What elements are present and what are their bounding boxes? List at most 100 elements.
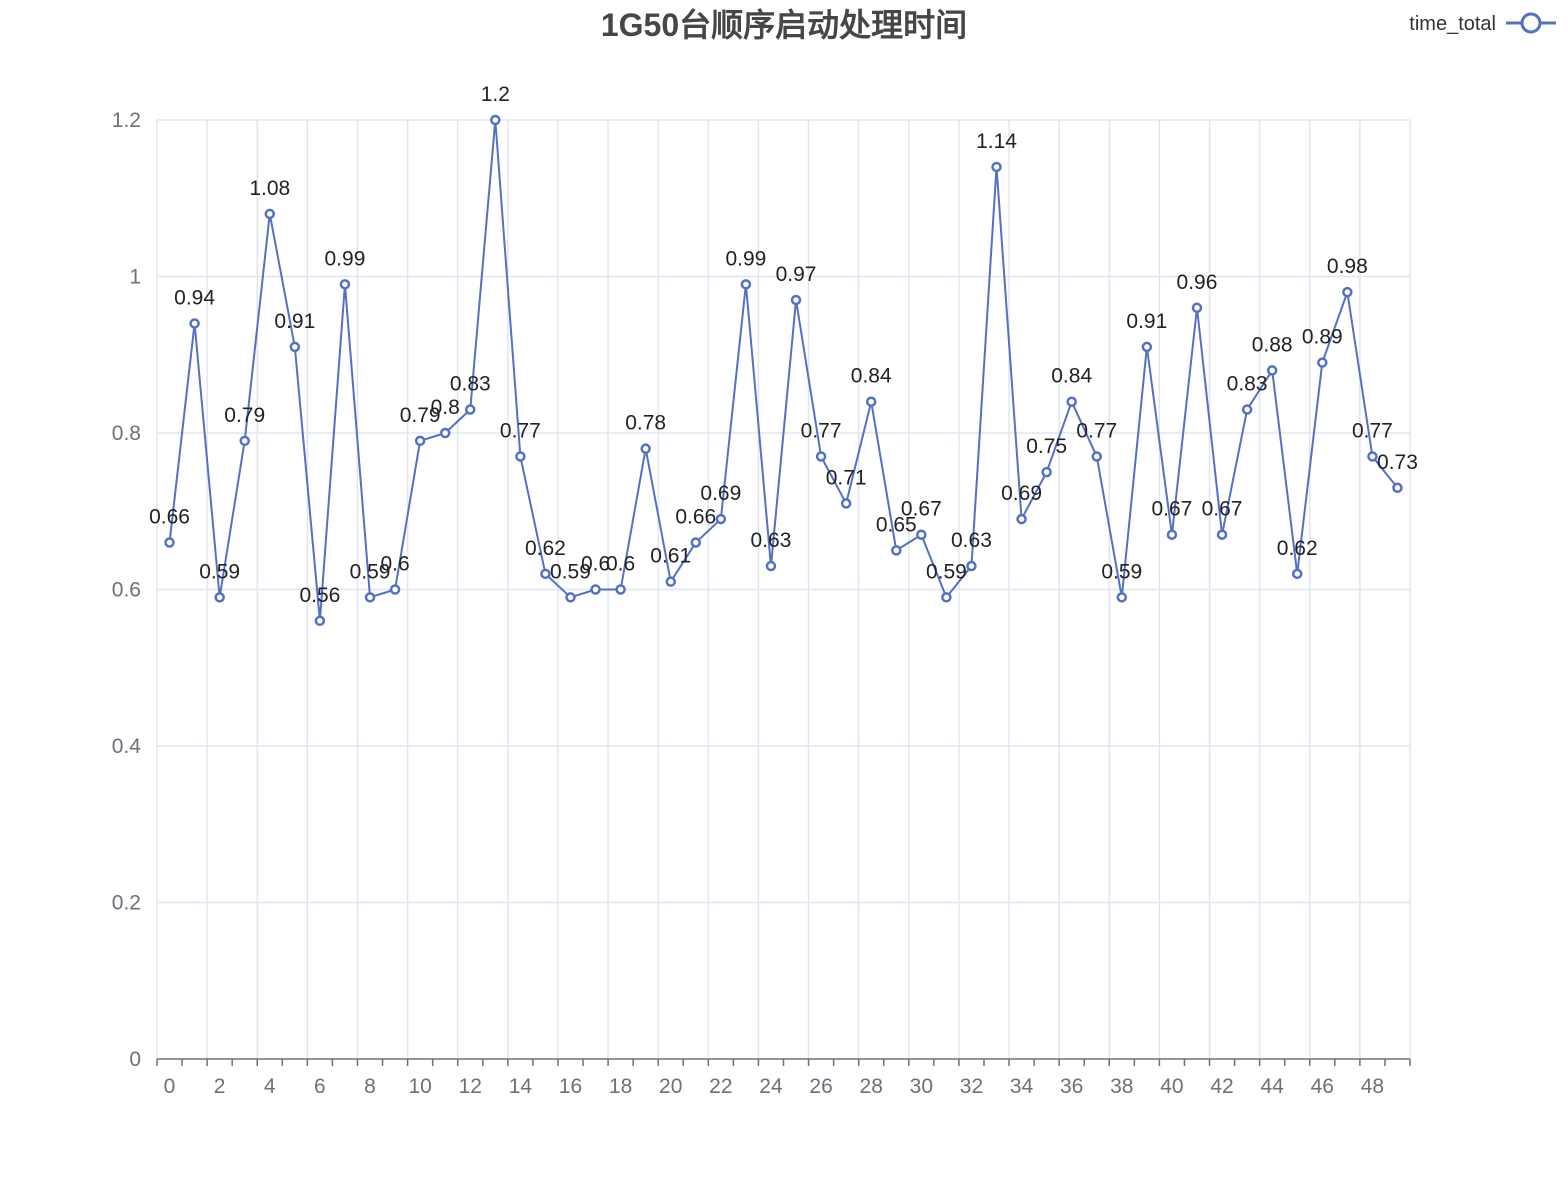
data-label: 0.71	[826, 466, 867, 489]
x-tick-label: 8	[364, 1075, 376, 1098]
data-point[interactable]	[465, 404, 476, 415]
data-label: 0.84	[851, 365, 892, 388]
data-point[interactable]	[740, 279, 752, 290]
data-label: 0.65	[876, 513, 917, 536]
data-point[interactable]	[515, 451, 526, 462]
data-point[interactable]	[1016, 513, 1027, 525]
data-point[interactable]	[1116, 592, 1128, 603]
x-tick-label: 6	[314, 1075, 326, 1098]
data-label: 0.83	[1227, 373, 1268, 396]
y-tick-label: 0.6	[112, 579, 141, 602]
data-point[interactable]	[490, 114, 501, 126]
data-point[interactable]	[690, 537, 702, 548]
data-point[interactable]	[1266, 365, 1278, 376]
data-point[interactable]	[214, 592, 225, 603]
data-point[interactable]	[1091, 451, 1102, 462]
data-point[interactable]	[1141, 341, 1153, 353]
x-tick-label: 28	[860, 1075, 883, 1098]
data-point[interactable]	[1392, 482, 1403, 494]
x-tick-label: 16	[559, 1075, 582, 1098]
data-label: 1.14	[976, 130, 1017, 153]
data-point[interactable]	[941, 592, 952, 603]
data-label: 0.89	[1302, 326, 1343, 349]
data-point[interactable]	[540, 568, 551, 580]
data-label: 0.61	[650, 545, 691, 568]
data-label: 0.75	[1026, 435, 1067, 458]
data-point[interactable]	[640, 443, 651, 454]
data-label: 0.6	[581, 553, 610, 576]
data-point[interactable]	[590, 584, 601, 595]
axes: 00.20.40.60.811.20 2 4 6 8 10 12 14 16 18 20 22 24 26…	[112, 109, 1411, 1098]
data-point[interactable]	[815, 451, 827, 462]
x-tick-label: 12	[459, 1075, 482, 1098]
y-tick-label: 1	[129, 266, 141, 289]
data-point[interactable]	[389, 584, 401, 595]
data-point[interactable]	[966, 560, 977, 572]
data-point[interactable]	[439, 427, 451, 439]
data-labels: 0.660.940.590.791.080.910.560.990.590.60…	[149, 83, 1418, 607]
data-label: 0.69	[700, 482, 741, 505]
data-label: 0.63	[951, 529, 992, 552]
data-label: 0.83	[450, 373, 491, 396]
data-label: 0.98	[1327, 255, 1368, 278]
data-label: 0.8	[431, 396, 460, 419]
data-point[interactable]	[916, 529, 927, 540]
data-point[interactable]	[1191, 302, 1203, 314]
data-label: 0.99	[725, 247, 766, 270]
data-label: 0.59	[1101, 560, 1142, 583]
legend[interactable]: time_total	[1409, 12, 1556, 35]
data-point[interactable]	[289, 341, 301, 353]
data-label: 0.59	[199, 560, 240, 583]
x-tick-label: 10	[408, 1075, 431, 1098]
data-point[interactable]	[665, 576, 676, 587]
x-tick-label: 20	[659, 1075, 682, 1098]
data-label: 0.59	[550, 560, 591, 583]
data-point[interactable]	[339, 279, 351, 290]
data-point[interactable]	[565, 592, 576, 603]
data-point[interactable]	[1041, 466, 1052, 478]
data-label: 1.08	[249, 177, 290, 200]
data-point[interactable]	[1241, 404, 1253, 415]
data-label: 0.77	[500, 419, 541, 442]
y-tick-label: 1.2	[112, 109, 141, 132]
data-label: 1.2	[481, 83, 510, 106]
x-tick-label: 2	[214, 1075, 226, 1098]
series-time-total	[164, 114, 1403, 627]
data-point[interactable]	[840, 498, 852, 509]
grid	[156, 119, 1411, 1059]
legend-marker-icon	[1520, 12, 1542, 34]
data-label: 0.6	[606, 553, 635, 576]
data-point[interactable]	[865, 396, 877, 407]
data-label: 0.66	[149, 506, 190, 529]
data-label: 0.96	[1177, 271, 1218, 294]
data-label: 0.88	[1252, 333, 1293, 356]
data-point[interactable]	[715, 513, 727, 525]
data-label: 0.62	[1277, 537, 1318, 560]
x-tick-label: 34	[1010, 1075, 1034, 1098]
data-point[interactable]	[164, 537, 175, 548]
data-point[interactable]	[239, 435, 250, 447]
data-point[interactable]	[1066, 396, 1077, 407]
data-point[interactable]	[1216, 529, 1228, 540]
data-point[interactable]	[790, 294, 802, 306]
data-point[interactable]	[615, 584, 626, 595]
data-point[interactable]	[1317, 357, 1328, 368]
data-label: 0.77	[801, 419, 842, 442]
data-point[interactable]	[264, 208, 276, 220]
data-point[interactable]	[1166, 529, 1178, 540]
data-point[interactable]	[1291, 568, 1303, 580]
data-point[interactable]	[765, 560, 777, 572]
y-tick-label: 0	[129, 1048, 141, 1071]
data-point[interactable]	[364, 592, 376, 603]
data-point[interactable]	[991, 161, 1002, 173]
data-label: 0.67	[901, 498, 942, 521]
chart-title: 1G50台顺序启动处理时间	[601, 7, 967, 43]
data-point[interactable]	[414, 435, 426, 447]
data-label: 0.59	[350, 560, 391, 583]
data-point[interactable]	[891, 545, 902, 556]
data-point[interactable]	[1342, 286, 1353, 298]
data-point[interactable]	[189, 318, 200, 329]
data-label: 0.79	[400, 404, 441, 427]
data-point[interactable]	[314, 615, 326, 627]
data-point[interactable]	[1367, 451, 1378, 462]
